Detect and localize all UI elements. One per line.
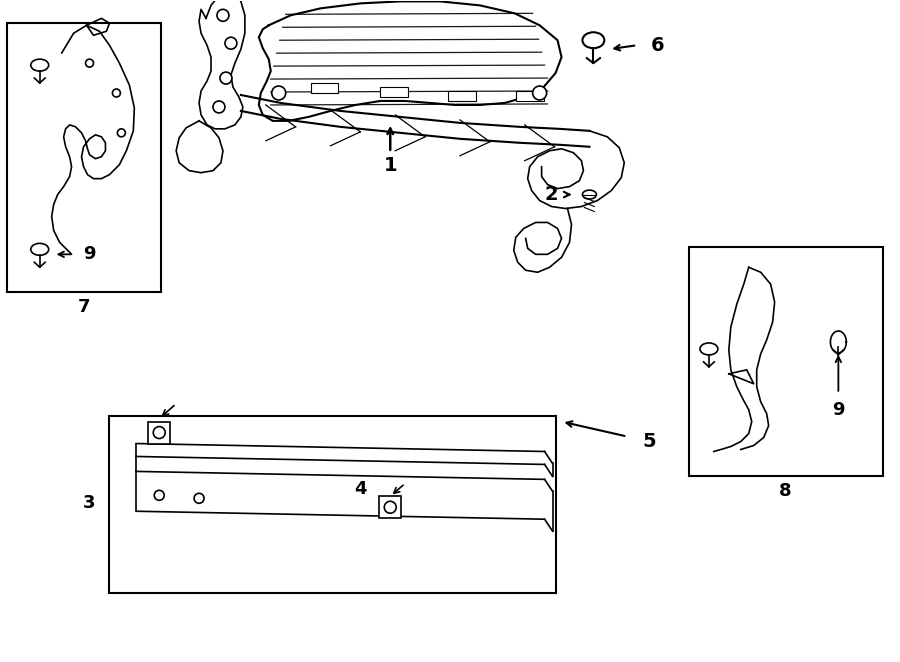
Ellipse shape <box>700 343 718 355</box>
Circle shape <box>194 493 204 503</box>
Circle shape <box>86 59 94 67</box>
Circle shape <box>154 491 164 500</box>
Bar <box>148 422 170 444</box>
Polygon shape <box>259 1 562 121</box>
Text: 4: 4 <box>354 481 366 498</box>
Text: 9: 9 <box>84 246 95 263</box>
Circle shape <box>117 129 125 137</box>
Ellipse shape <box>31 244 49 256</box>
Text: 1: 1 <box>383 156 397 175</box>
Circle shape <box>533 86 546 100</box>
Polygon shape <box>514 209 572 272</box>
Circle shape <box>153 426 166 438</box>
Ellipse shape <box>582 32 604 48</box>
Text: 8: 8 <box>779 483 792 500</box>
Bar <box>379 496 401 518</box>
Bar <box>381 87 409 97</box>
Bar <box>7 23 161 292</box>
Text: 3: 3 <box>84 495 95 512</box>
Circle shape <box>384 501 396 513</box>
Circle shape <box>220 72 232 84</box>
Bar <box>448 91 476 101</box>
Text: 5: 5 <box>643 432 656 451</box>
Text: 2: 2 <box>544 185 558 204</box>
Ellipse shape <box>582 190 597 199</box>
Bar <box>689 248 883 477</box>
Circle shape <box>213 101 225 113</box>
Polygon shape <box>527 131 625 209</box>
Circle shape <box>272 86 285 100</box>
Polygon shape <box>176 121 223 173</box>
Text: 7: 7 <box>77 298 90 316</box>
Ellipse shape <box>31 59 49 71</box>
Circle shape <box>217 9 229 21</box>
Polygon shape <box>199 0 245 129</box>
Text: 9: 9 <box>832 401 844 418</box>
Text: 6: 6 <box>651 36 664 55</box>
Circle shape <box>112 89 121 97</box>
Bar <box>516 91 544 101</box>
Circle shape <box>225 37 237 49</box>
Bar <box>310 83 338 93</box>
Bar <box>110 416 555 593</box>
